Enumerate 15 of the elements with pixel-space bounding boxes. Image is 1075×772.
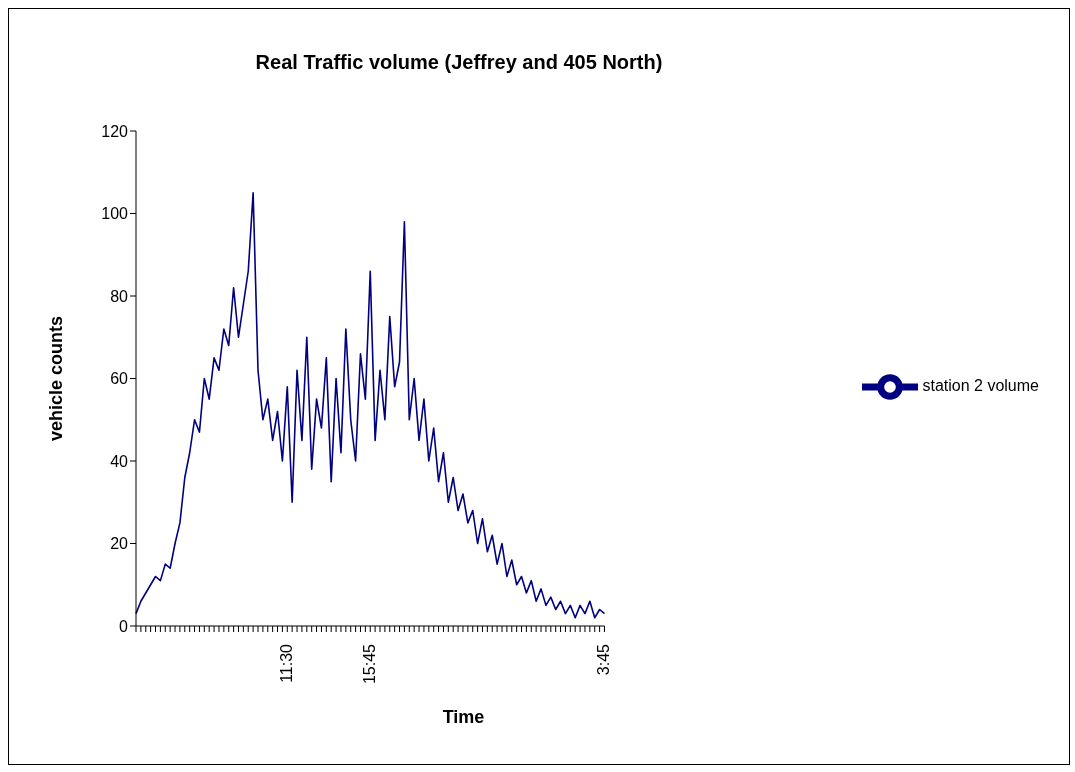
y-tick-label: 120 — [101, 122, 129, 140]
x-tick-label: 11:30 — [278, 643, 296, 683]
y-tick-label: 0 — [119, 617, 129, 635]
x-tick-label: 3:45 — [595, 643, 613, 676]
y-tick-label: 40 — [110, 452, 129, 470]
y-axis-title: vehicle counts — [46, 315, 67, 442]
chart-title: Real Traffic volume (Jeffrey and 405 North) — [254, 51, 664, 74]
y-tick-label: 20 — [110, 535, 129, 553]
y-tick-label: 100 — [101, 205, 129, 223]
y-tick-label: 60 — [110, 370, 129, 388]
line-series — [135, 192, 606, 619]
x-axis-title: Time — [441, 707, 486, 728]
x-tick-label: 15:45 — [361, 643, 379, 685]
legend-label: station 2 volume — [922, 376, 1039, 394]
y-tick-label: 80 — [110, 287, 129, 305]
